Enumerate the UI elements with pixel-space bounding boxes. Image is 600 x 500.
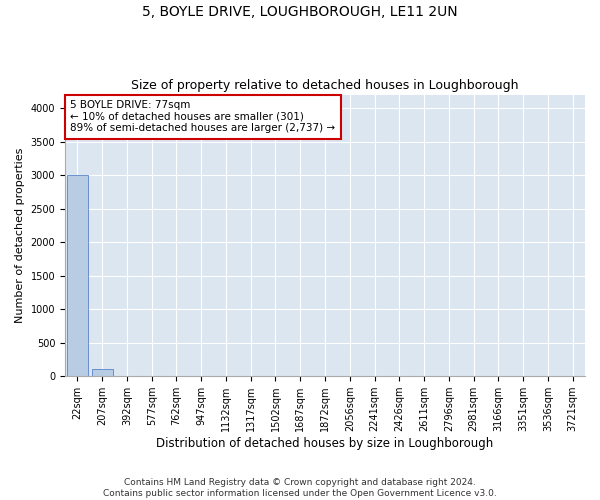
Y-axis label: Number of detached properties: Number of detached properties bbox=[15, 148, 25, 323]
Bar bbox=[67, 175, 88, 376]
X-axis label: Distribution of detached houses by size in Loughborough: Distribution of detached houses by size … bbox=[157, 437, 494, 450]
Text: 5 BOYLE DRIVE: 77sqm
← 10% of detached houses are smaller (301)
89% of semi-deta: 5 BOYLE DRIVE: 77sqm ← 10% of detached h… bbox=[70, 100, 335, 134]
Text: 5, BOYLE DRIVE, LOUGHBOROUGH, LE11 2UN: 5, BOYLE DRIVE, LOUGHBOROUGH, LE11 2UN bbox=[142, 5, 458, 19]
Text: Contains HM Land Registry data © Crown copyright and database right 2024.
Contai: Contains HM Land Registry data © Crown c… bbox=[103, 478, 497, 498]
Title: Size of property relative to detached houses in Loughborough: Size of property relative to detached ho… bbox=[131, 79, 519, 92]
Bar bbox=[92, 369, 113, 376]
